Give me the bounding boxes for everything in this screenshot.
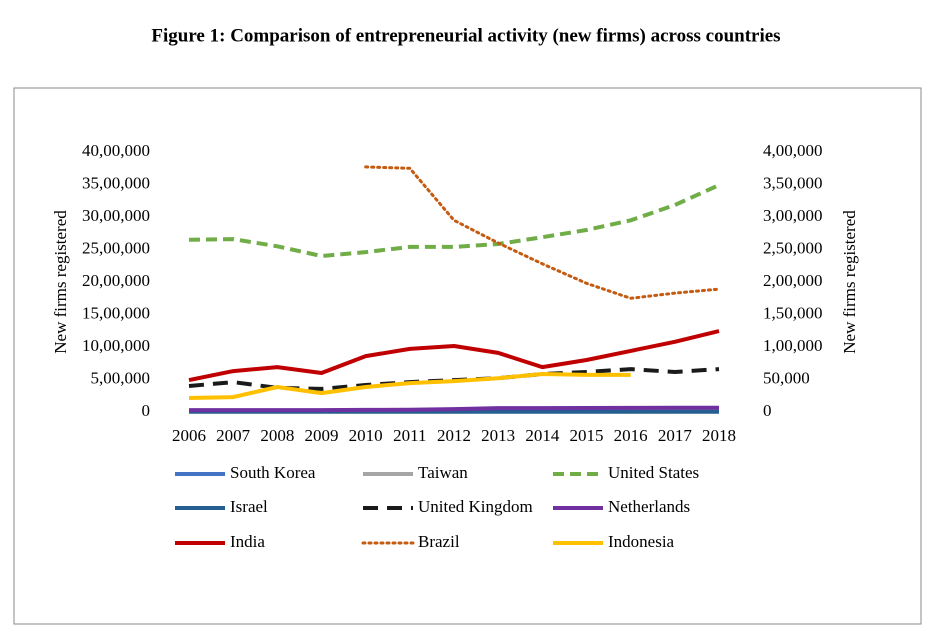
legend-label: South Korea [230,463,316,482]
x-tick-label: 2006 [172,426,206,445]
y-tick-label: 20,00,000 [82,271,150,290]
y-tick-label: 35,00,000 [82,173,150,192]
y-tick-label: 40,00,000 [82,141,150,160]
legend-label: India [230,532,265,551]
x-tick-label: 2018 [702,426,736,445]
y-axis-label: New firms registered [51,210,70,354]
chart-frame [13,87,922,625]
series-line [188,329,720,383]
y2-axis-label: New firms registered [840,210,859,354]
y2-tick-label: 2,50,000 [763,238,823,257]
legend-label: Brazil [418,532,460,551]
x-tick-label: 2011 [393,426,426,445]
series-line [188,183,720,258]
series-line [188,372,631,400]
x-tick-label: 2010 [349,426,383,445]
y2-tick-label: 3,50,000 [763,173,823,192]
y2-tick-label: 4,00,000 [763,141,823,160]
x-tick-label: 2014 [525,426,560,445]
x-tick-label: 2017 [658,426,693,445]
legend-label: Israel [230,497,268,516]
y2-tick-label: 1,00,000 [763,336,823,355]
legend-label: Taiwan [418,463,468,482]
series-line [364,165,721,300]
y2-tick-label: 3,00,000 [763,206,823,225]
x-tick-label: 2016 [614,426,648,445]
legend-label: Netherlands [608,497,690,516]
legend-label: United States [608,463,699,482]
x-tick-label: 2008 [260,426,294,445]
x-tick-label: 2012 [437,426,471,445]
series-line [189,405,719,413]
y2-tick-label: 0 [763,401,772,420]
y-tick-label: 30,00,000 [82,206,150,225]
legend-label: United Kingdom [418,497,533,516]
x-tick-label: 2009 [305,426,339,445]
y-tick-label: 15,00,000 [82,303,150,322]
y-tick-label: 5,00,000 [91,368,151,387]
x-tick-label: 2007 [216,426,251,445]
legend-label: Indonesia [608,532,675,551]
y2-tick-label: 1,50,000 [763,303,823,322]
x-tick-label: 2015 [570,426,604,445]
series-line [188,367,720,391]
x-tick-label: 2013 [481,426,515,445]
chart-title: Figure 1: Comparison of entrepreneurial … [151,25,780,46]
y-tick-label: 0 [142,401,151,420]
y2-tick-label: 2,00,000 [763,271,823,290]
y2-tick-label: 50,000 [763,368,810,387]
y-tick-label: 25,00,000 [82,238,150,257]
y-tick-label: 10,00,000 [82,336,150,355]
